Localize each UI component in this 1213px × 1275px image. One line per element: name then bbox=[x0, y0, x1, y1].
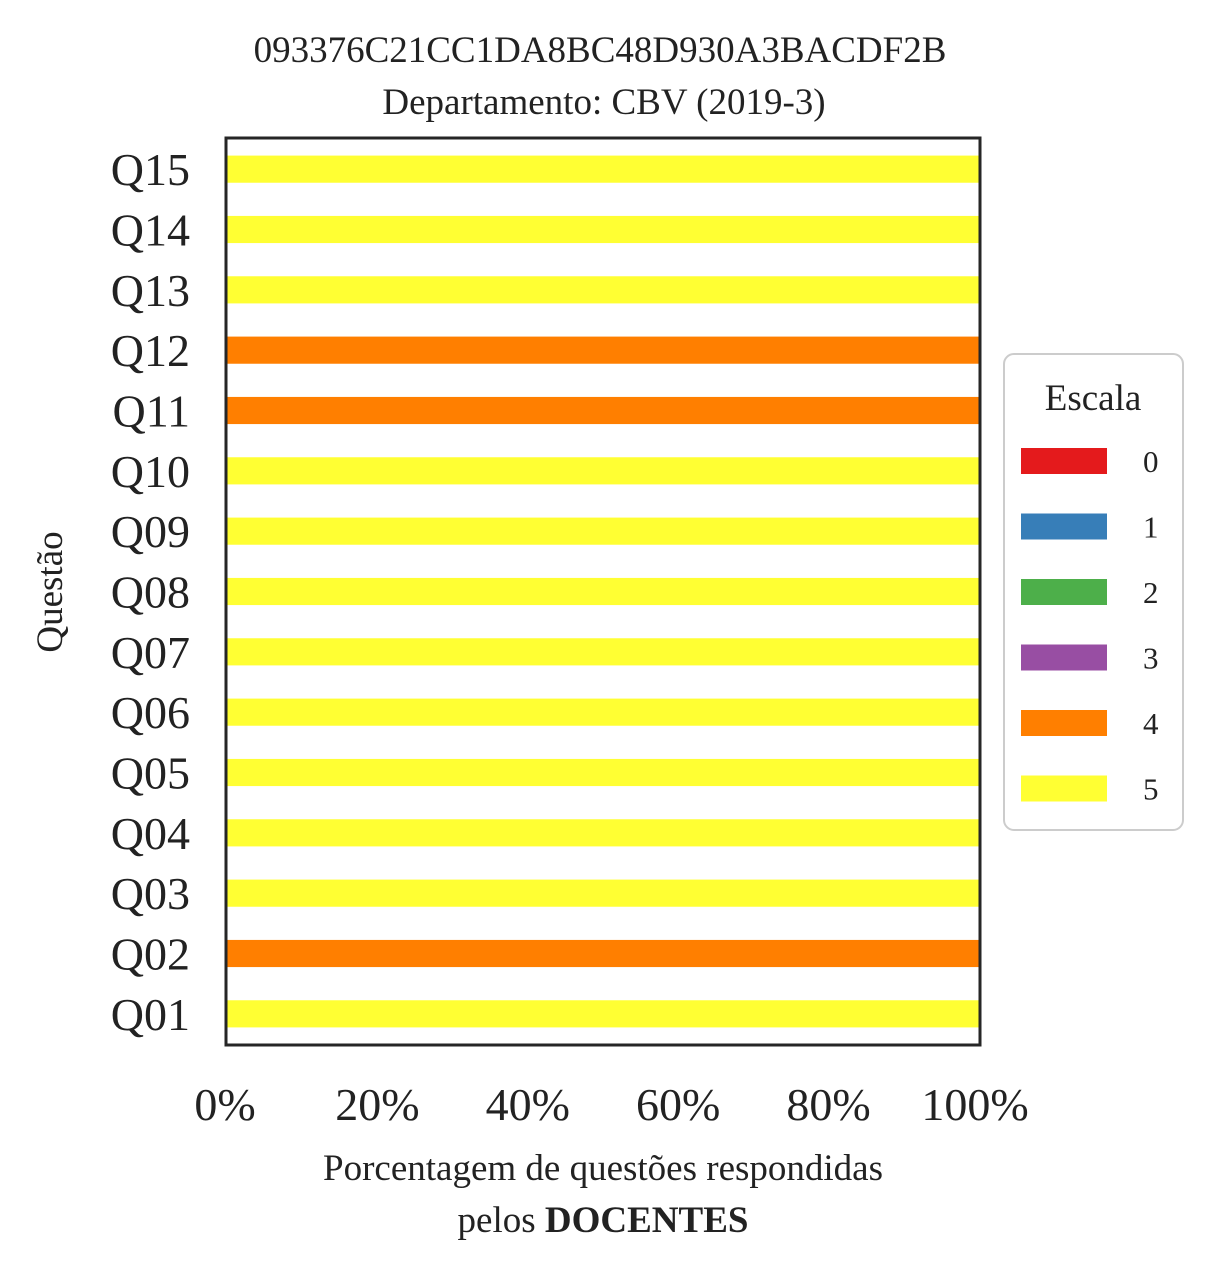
chart-title-line-2: Departamento: CBV (2019-3) bbox=[382, 82, 825, 123]
legend-swatch-0 bbox=[1021, 448, 1107, 474]
bar-q08-scale-5 bbox=[227, 577, 979, 606]
x-axis-label-prefix: pelos bbox=[458, 1200, 545, 1241]
bar-q06-scale-5 bbox=[227, 698, 979, 726]
bar-q04-scale-5 bbox=[227, 819, 979, 847]
y-tick-label-q08: Q08 bbox=[111, 567, 190, 618]
bar-q01-scale-5 bbox=[227, 1000, 979, 1028]
y-tick-label-q11: Q11 bbox=[112, 386, 190, 437]
plot-frame bbox=[224, 136, 982, 1047]
y-tick-label-q13: Q13 bbox=[111, 265, 190, 316]
legend-title: Escala bbox=[1045, 378, 1142, 419]
bar-q15-scale-5 bbox=[227, 155, 979, 183]
bar-q12-scale-4 bbox=[227, 336, 979, 364]
y-tick-label-q04: Q04 bbox=[111, 808, 190, 859]
legend: Escala 0 1 2 3 4 5 bbox=[1003, 353, 1184, 831]
chart-title-line-1: 093376C21CC1DA8BC48D930A3BACDF2B bbox=[254, 30, 947, 71]
x-tick-label-100: 100% bbox=[921, 1079, 1028, 1130]
bar-q05-scale-5 bbox=[227, 758, 979, 787]
y-tick-label-q15: Q15 bbox=[111, 144, 190, 195]
bar-q11-scale-4 bbox=[227, 396, 979, 425]
legend-label-0: 0 bbox=[1143, 444, 1159, 479]
y-tick-label-q05: Q05 bbox=[111, 748, 190, 799]
bar-q13-scale-5 bbox=[227, 276, 979, 304]
bar-q02-scale-4 bbox=[227, 939, 979, 968]
x-tick-label-80: 80% bbox=[786, 1079, 870, 1130]
legend-label-3: 3 bbox=[1143, 641, 1159, 676]
x-tick-label-0: 0% bbox=[194, 1079, 255, 1130]
x-axis-label-line-2: pelos DOCENTES bbox=[458, 1200, 749, 1241]
y-tick-label-q02: Q02 bbox=[111, 929, 190, 980]
y-tick-label-q03: Q03 bbox=[111, 868, 190, 919]
x-tick-label-20: 20% bbox=[335, 1079, 419, 1130]
x-tick-label-60: 60% bbox=[636, 1079, 720, 1130]
x-tick-labels: 0% 20% 40% 60% 80% 100% bbox=[194, 1079, 1028, 1130]
bar-q14-scale-5 bbox=[227, 215, 979, 244]
legend-swatch-1 bbox=[1021, 513, 1107, 540]
legend-swatch-2 bbox=[1021, 579, 1107, 605]
x-tick-label-40: 40% bbox=[486, 1079, 570, 1130]
y-tick-label-q07: Q07 bbox=[111, 627, 190, 678]
plot-area bbox=[227, 155, 979, 1028]
y-tick-label-q09: Q09 bbox=[111, 506, 190, 557]
y-axis-label: Questão bbox=[30, 531, 71, 652]
y-tick-label-q12: Q12 bbox=[111, 325, 190, 376]
y-tick-label-q01: Q01 bbox=[111, 989, 190, 1040]
legend-swatch-5 bbox=[1021, 775, 1107, 802]
bar-q03-scale-5 bbox=[227, 879, 979, 907]
y-tick-label-q06: Q06 bbox=[111, 687, 190, 738]
legend-items: 0 1 2 3 4 5 bbox=[1021, 444, 1159, 807]
x-axis-label-bold: DOCENTES bbox=[545, 1200, 749, 1241]
y-tick-labels: Q01 Q02 Q03 Q04 Q05 Q06 Q07 Q08 Q09 Q10 Q11 Q12 Q13 Q… bbox=[111, 144, 190, 1040]
bar-q10-scale-5 bbox=[227, 457, 979, 485]
legend-label-5: 5 bbox=[1143, 772, 1159, 807]
x-axis-label-line-1: Porcentagem de questões respondidas bbox=[323, 1148, 883, 1189]
bar-q07-scale-5 bbox=[227, 638, 979, 666]
legend-label-2: 2 bbox=[1143, 575, 1159, 610]
y-tick-label-q14: Q14 bbox=[111, 205, 190, 256]
legend-swatch-4 bbox=[1021, 710, 1107, 736]
legend-label-1: 1 bbox=[1143, 510, 1159, 545]
legend-swatch-3 bbox=[1021, 644, 1107, 671]
y-tick-label-q10: Q10 bbox=[111, 446, 190, 497]
legend-label-4: 4 bbox=[1143, 706, 1159, 741]
bar-q09-scale-5 bbox=[227, 517, 979, 545]
